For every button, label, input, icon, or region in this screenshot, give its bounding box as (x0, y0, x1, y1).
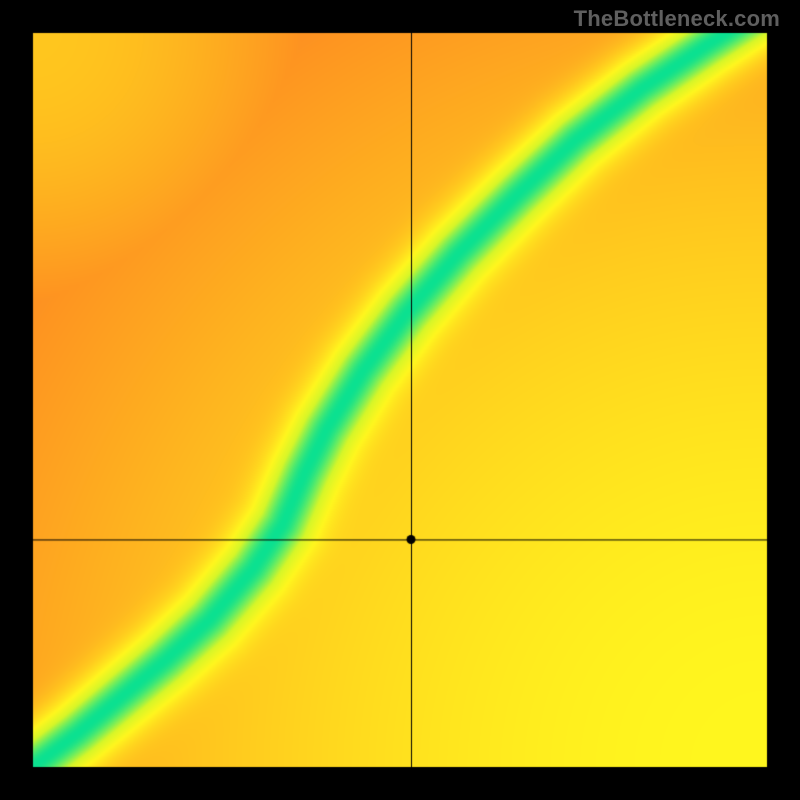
heatmap-canvas (0, 0, 800, 800)
chart-container: TheBottleneck.com (0, 0, 800, 800)
watermark-text: TheBottleneck.com (574, 6, 780, 32)
